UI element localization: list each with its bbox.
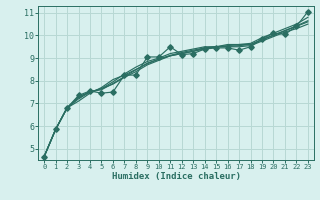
X-axis label: Humidex (Indice chaleur): Humidex (Indice chaleur) [111,172,241,181]
